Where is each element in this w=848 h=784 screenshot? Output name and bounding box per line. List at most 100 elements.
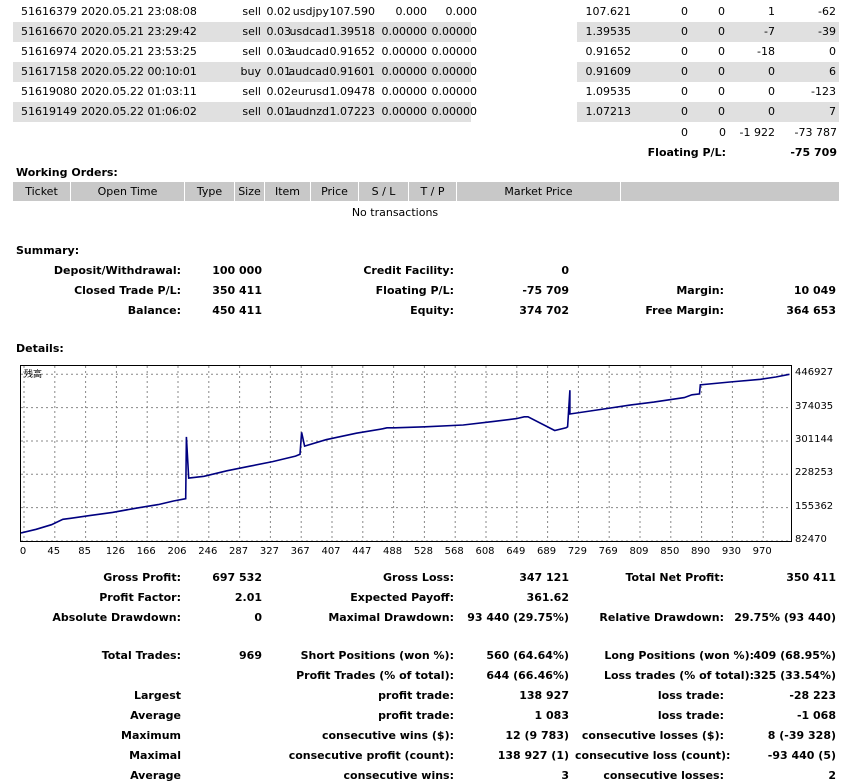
short-positions-value: 560 (64.64%) — [486, 649, 569, 662]
trade-ticket: 51616379 — [21, 5, 77, 18]
maximal-drawdown-value: 93 440 (29.75%) — [467, 611, 569, 624]
trade-ticket: 51616670 — [21, 25, 77, 38]
trade-swap: 1 — [768, 5, 775, 18]
trade-size: 0.03 — [266, 45, 292, 58]
x-tick-label: 367 — [290, 546, 310, 557]
trade-time: 2020.05.22 01:03:11 — [81, 85, 197, 98]
average-loss-value: -1 068 — [796, 709, 836, 722]
trade-sl: 0.00000 — [381, 105, 428, 118]
x-tick-label: 45 — [47, 546, 61, 557]
short-positions-label: Short Positions (won %): — [300, 649, 454, 662]
total-net-label: Total Net Profit: — [625, 571, 725, 584]
trade-item: usdcad — [289, 25, 329, 38]
total-trades-label: Total Trades: — [101, 649, 181, 662]
credit-value: 0 — [561, 264, 569, 277]
x-tick-label: 568 — [444, 546, 464, 557]
y-tick-label: 374035 — [795, 400, 834, 412]
relative-drawdown-value: 29.75% (93 440) — [734, 611, 836, 624]
trade-size: 0.02 — [266, 5, 292, 18]
trade-tp: 0.00000 — [431, 85, 478, 98]
trade-item: audnzd — [288, 105, 329, 118]
trade-sl: 0.00000 — [381, 45, 428, 58]
x-tick-label: 809 — [629, 546, 649, 557]
col-market-price: Market Price — [457, 182, 621, 201]
row-gap — [471, 22, 577, 42]
trade-commission: 0 — [681, 25, 688, 38]
absolute-drawdown-value: 0 — [254, 611, 262, 624]
absolute-drawdown-label: Absolute Drawdown: — [52, 611, 181, 624]
x-tick-label: 649 — [506, 546, 526, 557]
total-net-value: 350 411 — [786, 571, 836, 584]
trade-profit: 7 — [829, 105, 836, 118]
trade-taxes: 0 — [718, 5, 725, 18]
maximal-profit-value: 138 927 (1) — [497, 749, 569, 762]
total-taxes: 0 — [719, 126, 726, 139]
trade-time: 2020.05.21 23:08:08 — [81, 5, 197, 18]
trade-sl: 0.00000 — [381, 65, 428, 78]
x-tick-label: 970 — [752, 546, 772, 557]
x-tick-label: 407 — [321, 546, 341, 557]
y-tick-label: 228253 — [795, 467, 834, 479]
trade-time: 2020.05.22 00:10:01 — [81, 65, 197, 78]
trade-taxes: 0 — [718, 105, 725, 118]
profit-factor-label: Profit Factor: — [99, 591, 181, 604]
trade-commission: 0 — [681, 45, 688, 58]
trade-taxes: 0 — [718, 65, 725, 78]
expected-payoff-value: 361.62 — [526, 591, 569, 604]
col-item: Item — [265, 182, 311, 201]
floating-pl-value: -75 709 — [790, 146, 837, 159]
free-margin-label: Free Margin: — [645, 304, 724, 317]
trade-commission: 0 — [681, 105, 688, 118]
average2-label: Average — [130, 769, 181, 782]
trade-tp: 0.00000 — [431, 65, 478, 78]
x-tick-label: 850 — [660, 546, 680, 557]
average-label: Average — [130, 709, 181, 722]
trade-ticket: 51616974 — [21, 45, 77, 58]
expected-payoff-label: Expected Payoff: — [350, 591, 454, 604]
deposit-label: Deposit/Withdrawal: — [53, 264, 181, 277]
trade-market: 0.91652 — [585, 45, 632, 58]
trade-price: 0.91652 — [329, 45, 376, 58]
y-tick-label: 155362 — [795, 500, 834, 512]
maximal-loss-value: -93 440 (5) — [767, 749, 836, 762]
x-tick-label: 126 — [105, 546, 125, 557]
trade-type: sell — [242, 105, 261, 118]
free-margin-value: 364 653 — [786, 304, 836, 317]
trade-item: eurusd — [291, 85, 329, 98]
long-positions-value: 409 (68.95%) — [753, 649, 836, 662]
maximal-loss-label: consecutive loss (count): — [575, 749, 731, 762]
x-tick-label: 488 — [383, 546, 403, 557]
trade-size: 0.01 — [266, 65, 292, 78]
balance-label: Balance: — [127, 304, 181, 317]
gross-loss-value: 347 121 — [519, 571, 569, 584]
trade-swap: 0 — [768, 105, 775, 118]
trade-ticket: 51619149 — [21, 105, 77, 118]
avg-cons-losses-label: consecutive losses: — [603, 769, 724, 782]
trade-profit: -62 — [818, 5, 836, 18]
maximal-label: Maximal — [129, 749, 181, 762]
max-cons-losses-label: consecutive losses ($): — [581, 729, 724, 742]
trade-profit: 6 — [829, 65, 836, 78]
largest-label: Largest — [134, 689, 181, 702]
profit-trades-value: 644 (66.46%) — [486, 669, 569, 682]
largest-profit-label: profit trade: — [378, 689, 454, 702]
trade-commission: 0 — [681, 85, 688, 98]
col-tp: T / P — [409, 182, 457, 201]
trade-row: 51616974 2020.05.21 23:53:25 sell 0.03 audca… — [13, 42, 839, 62]
trade-row: 51619149 2020.05.22 01:06:02 sell 0.01 audnz… — [13, 102, 839, 122]
trade-size: 0.02 — [266, 85, 292, 98]
x-tick-label: 166 — [136, 546, 156, 557]
trade-swap: 0 — [768, 85, 775, 98]
loss-trades-label: Loss trades (% of total): — [603, 669, 754, 682]
total-trades-value: 969 — [239, 649, 262, 662]
col-type: Type — [185, 182, 235, 201]
row-gap — [471, 102, 577, 122]
y-tick-label: 82470 — [795, 534, 827, 545]
summary-title: Summary: — [16, 244, 80, 257]
balance-chart-svg: 残高 — [20, 366, 791, 542]
total-profit: -73 787 — [794, 126, 837, 139]
trade-size: 0.01 — [266, 105, 292, 118]
x-tick-label: 729 — [567, 546, 587, 557]
trade-row: 51616379 2020.05.21 23:08:08 sell 0.02 usdjp… — [13, 2, 839, 22]
trade-tp: 0.00000 — [431, 25, 478, 38]
